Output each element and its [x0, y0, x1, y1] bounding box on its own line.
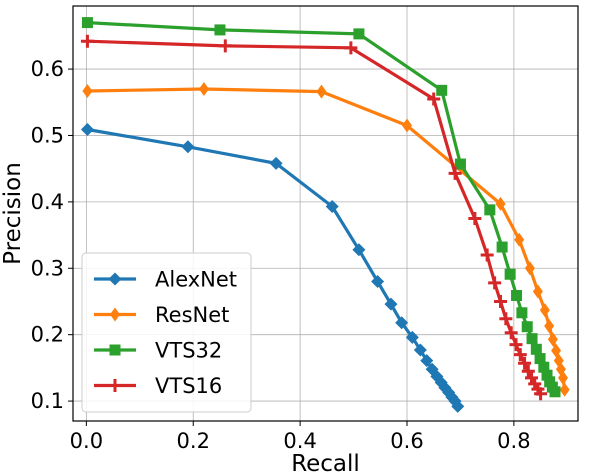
legend-label-alexnet: AlexNet	[155, 268, 237, 292]
data-point-vts32	[521, 321, 533, 333]
data-point-resnet	[544, 319, 555, 334]
legend-marker-vts32	[109, 344, 121, 356]
data-point-vts32	[526, 333, 538, 345]
data-point-vts32	[214, 24, 226, 36]
plot-frame	[72, 5, 579, 422]
data-point-alexnet	[413, 343, 427, 357]
y-tick-label: 0.4	[31, 190, 64, 214]
series-resnet	[82, 82, 570, 397]
data-point-resnet	[532, 284, 543, 299]
data-point-vts16	[344, 41, 358, 55]
data-point-alexnet	[405, 330, 419, 344]
data-point-vts32	[496, 241, 508, 253]
legend-marker-resnet	[110, 307, 120, 322]
data-point-vts32	[516, 307, 528, 319]
data-point-resnet	[539, 303, 550, 318]
series-vts32	[81, 17, 561, 398]
data-point-vts32	[549, 386, 561, 398]
legend-item-resnet: ResNet	[94, 303, 229, 327]
data-point-resnet	[524, 261, 535, 276]
data-point-resnet	[514, 232, 525, 247]
data-point-vts32	[534, 353, 546, 365]
legend-label-resnet: ResNet	[155, 303, 229, 327]
data-point-alexnet	[420, 354, 434, 368]
data-point-vts16	[80, 34, 94, 48]
y-tick-label: 0.6	[31, 57, 64, 81]
data-point-vts16	[534, 387, 548, 401]
data-point-vts16	[499, 312, 513, 326]
legend-label-vts32: VTS32	[155, 339, 222, 363]
legend-marker-alexnet	[108, 272, 122, 286]
data-point-alexnet	[395, 316, 409, 330]
y-axis-label: Precision	[0, 162, 26, 265]
data-point-vts16	[521, 364, 535, 378]
x-tick-label: 0.8	[497, 429, 530, 453]
x-tick-label: 0.2	[177, 429, 210, 453]
data-point-vts16	[509, 338, 523, 352]
data-point-resnet	[82, 83, 93, 98]
data-point-vts32	[530, 343, 542, 355]
legend-box	[81, 252, 252, 413]
data-point-alexnet	[80, 123, 94, 137]
data-point-resnet	[495, 196, 506, 211]
y-tick-label: 0.3	[31, 256, 64, 280]
x-tick-label: 0.6	[390, 429, 423, 453]
y-tick-label: 0.1	[31, 389, 64, 413]
y-tick-label: 0.2	[31, 323, 64, 347]
data-point-resnet	[316, 84, 327, 99]
x-tick-label: 0.4	[283, 429, 316, 453]
data-point-alexnet	[384, 297, 398, 311]
data-point-vts32	[454, 158, 466, 170]
legend-item-alexnet: AlexNet	[94, 268, 237, 292]
data-point-vts16	[518, 356, 532, 370]
data-point-alexnet	[325, 200, 339, 214]
data-point-resnet	[198, 82, 209, 96]
data-point-alexnet	[451, 399, 465, 413]
data-point-alexnet	[371, 275, 385, 289]
legend-item-vts16: VTS16	[94, 374, 222, 398]
data-point-vts16	[218, 39, 232, 53]
data-point-alexnet	[181, 140, 195, 154]
data-point-vts16	[468, 211, 482, 225]
legend: AlexNet ResNet VTS32 VTS16	[81, 252, 252, 413]
data-point-vts32	[541, 369, 553, 381]
data-point-vts16	[448, 166, 462, 180]
x-axis-label: Recall	[291, 451, 360, 476]
tick-layer: 0.0 0.2 0.4 0.6 0.8 0.1 0.2 0.3 0.4 0.5 0.6	[31, 57, 531, 453]
data-point-vts32	[511, 290, 523, 302]
data-point-vts16	[513, 348, 527, 362]
data-point-resnet	[401, 118, 412, 133]
data-point-resnet	[547, 332, 558, 347]
series-layer	[80, 17, 570, 413]
x-tick-label: 0.0	[70, 429, 103, 453]
data-point-vts32	[81, 17, 93, 29]
data-point-vts16	[494, 294, 508, 308]
legend-label-vts16: VTS16	[155, 374, 222, 398]
data-point-vts32	[353, 28, 365, 40]
data-point-vts16	[504, 326, 518, 340]
data-point-resnet	[558, 370, 569, 385]
series-vts16	[80, 34, 548, 401]
data-point-vts32	[538, 361, 550, 373]
y-tick-label: 0.5	[31, 123, 64, 147]
data-point-vts16	[427, 92, 441, 106]
data-point-alexnet	[352, 243, 366, 257]
legend-item-vts32: VTS32	[94, 339, 222, 363]
legend-marker-vts16	[108, 379, 122, 392]
data-point-vts16	[480, 248, 494, 262]
data-point-vts16	[488, 276, 502, 290]
data-point-vts32	[484, 204, 496, 216]
series-alexnet	[80, 123, 465, 413]
data-point-vts32	[504, 268, 516, 280]
data-point-vts32	[436, 84, 448, 96]
data-point-resnet	[559, 382, 570, 397]
data-point-alexnet	[269, 156, 283, 170]
